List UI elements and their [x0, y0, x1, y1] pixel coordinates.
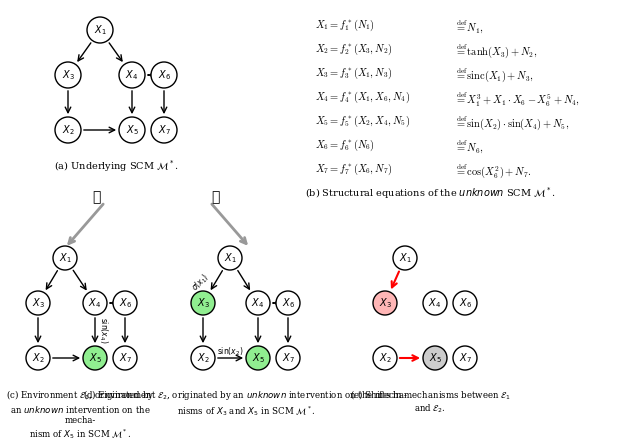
Circle shape: [246, 346, 270, 370]
Text: $X_7$: $X_7$: [459, 351, 472, 365]
Circle shape: [246, 291, 270, 315]
Circle shape: [55, 117, 81, 143]
Circle shape: [373, 291, 397, 315]
Text: (d) Environment $\mathcal{E}_2$, originated by an $\mathit{unknown}$ interventio: (d) Environment $\mathcal{E}_2$, origina…: [83, 388, 408, 418]
Circle shape: [276, 291, 300, 315]
Text: $\sigma(x_1)$: $\sigma(x_1)$: [189, 271, 212, 294]
Text: $X_1$: $X_1$: [223, 251, 236, 265]
Circle shape: [113, 291, 137, 315]
Circle shape: [119, 117, 145, 143]
Text: $X_1$: $X_1$: [59, 251, 71, 265]
Text: $\overset{\mathrm{def}}{=} \mathrm{sinc}(X_1) + N_3,$: $\overset{\mathrm{def}}{=} \mathrm{sinc}…: [455, 66, 534, 84]
Text: $\overset{\mathrm{def}}{=} N_1,$: $\overset{\mathrm{def}}{=} N_1,$: [455, 18, 484, 35]
Circle shape: [26, 346, 50, 370]
Text: $X_2 = f_2^*(X_3, N_2)$: $X_2 = f_2^*(X_3, N_2)$: [315, 42, 392, 57]
Text: $X_3$: $X_3$: [61, 68, 74, 82]
Text: $X_7 = f_7^*(X_6, N_7)$: $X_7 = f_7^*(X_6, N_7)$: [315, 162, 392, 177]
Text: $X_4$: $X_4$: [125, 68, 138, 82]
Circle shape: [119, 62, 145, 88]
Circle shape: [276, 346, 300, 370]
Text: $X_5$: $X_5$: [125, 123, 138, 137]
Text: $\sin(x_4)$: $\sin(x_4)$: [97, 317, 109, 344]
Circle shape: [53, 246, 77, 270]
Text: $\overset{\mathrm{def}}{=} \sin(X_2) \cdot \sin(X_4) + N_5,$: $\overset{\mathrm{def}}{=} \sin(X_2) \cd…: [455, 114, 570, 132]
Text: $X_6$: $X_6$: [118, 296, 131, 310]
Text: (c) Environment $\mathcal{E}_1$, originated by an $\mathit{unknown}$ interventio: (c) Environment $\mathcal{E}_1$, origina…: [6, 388, 154, 438]
Text: $X_5$: $X_5$: [429, 351, 442, 365]
Text: $X_4$: $X_4$: [88, 296, 102, 310]
Text: $X_7$: $X_7$: [118, 351, 131, 365]
Text: $X_2$: $X_2$: [31, 351, 44, 365]
Text: $X_3 = f_3^*(X_1, N_3)$: $X_3 = f_3^*(X_1, N_3)$: [315, 66, 392, 81]
Text: $X_6$: $X_6$: [458, 296, 472, 310]
Text: $X_4$: $X_4$: [252, 296, 264, 310]
Text: $X_1$: $X_1$: [399, 251, 412, 265]
Text: $X_6$: $X_6$: [282, 296, 294, 310]
Text: $X_2$: $X_2$: [61, 123, 74, 137]
Text: $X_3$: $X_3$: [31, 296, 44, 310]
Text: $X_7$: $X_7$: [282, 351, 294, 365]
Text: (e) Shifts in mechanisms between $\mathcal{E}_1$
and $\mathcal{E}_2$.: (e) Shifts in mechanisms between $\mathc…: [349, 388, 510, 415]
Text: $X_6 = f_6^*(N_6)$: $X_6 = f_6^*(N_6)$: [315, 138, 375, 153]
Circle shape: [373, 346, 397, 370]
Circle shape: [113, 346, 137, 370]
Text: $X_5$: $X_5$: [252, 351, 264, 365]
Text: $X_2$: $X_2$: [379, 351, 391, 365]
Text: (b) Structural equations of the $\mathit{unknown}$ SCM $\mathcal{M}^*$.: (b) Structural equations of the $\mathit…: [305, 185, 556, 201]
Circle shape: [26, 291, 50, 315]
Text: 🔨: 🔨: [92, 190, 100, 204]
Text: $\sin(x_2)$: $\sin(x_2)$: [218, 346, 244, 358]
Text: $X_7$: $X_7$: [157, 123, 170, 137]
Text: $\overset{\mathrm{def}}{=} X_1^3 + X_1 \cdot X_6 - X_6^5 + N_4,$: $\overset{\mathrm{def}}{=} X_1^3 + X_1 \…: [455, 90, 580, 108]
Circle shape: [218, 246, 242, 270]
Text: $X_3$: $X_3$: [379, 296, 392, 310]
Text: $\overset{\mathrm{def}}{=} \cos(X_6^2) + N_7.$: $\overset{\mathrm{def}}{=} \cos(X_6^2) +…: [455, 162, 531, 180]
Circle shape: [87, 17, 113, 43]
Text: $X_1$: $X_1$: [93, 23, 106, 37]
Circle shape: [55, 62, 81, 88]
Circle shape: [191, 291, 215, 315]
Text: $X_4 = f_4^*(X_1, X_6, N_4)$: $X_4 = f_4^*(X_1, X_6, N_4)$: [315, 90, 410, 105]
Circle shape: [423, 291, 447, 315]
Circle shape: [83, 291, 107, 315]
Text: $X_2$: $X_2$: [196, 351, 209, 365]
Text: 🔨: 🔨: [211, 190, 219, 204]
Text: $X_4$: $X_4$: [428, 296, 442, 310]
Circle shape: [83, 346, 107, 370]
Circle shape: [453, 346, 477, 370]
Text: $X_5 = f_5^*(X_2, X_4, N_5)$: $X_5 = f_5^*(X_2, X_4, N_5)$: [315, 114, 410, 129]
Text: $X_1 = f_1^*(N_1)$: $X_1 = f_1^*(N_1)$: [315, 18, 375, 33]
Text: $X_3$: $X_3$: [196, 296, 209, 310]
Text: (a) Underlying SCM $\mathcal{M}^*$.: (a) Underlying SCM $\mathcal{M}^*$.: [54, 158, 178, 174]
Text: $X_5$: $X_5$: [88, 351, 101, 365]
Text: $X_6$: $X_6$: [157, 68, 170, 82]
Circle shape: [151, 62, 177, 88]
Text: $\overset{\mathrm{def}}{=} \tanh(X_3) + N_2,$: $\overset{\mathrm{def}}{=} \tanh(X_3) + …: [455, 42, 537, 60]
Circle shape: [393, 246, 417, 270]
Circle shape: [191, 346, 215, 370]
Circle shape: [151, 117, 177, 143]
Text: $\overset{\mathrm{def}}{=} N_6,$: $\overset{\mathrm{def}}{=} N_6,$: [455, 138, 484, 155]
Circle shape: [423, 346, 447, 370]
Circle shape: [453, 291, 477, 315]
